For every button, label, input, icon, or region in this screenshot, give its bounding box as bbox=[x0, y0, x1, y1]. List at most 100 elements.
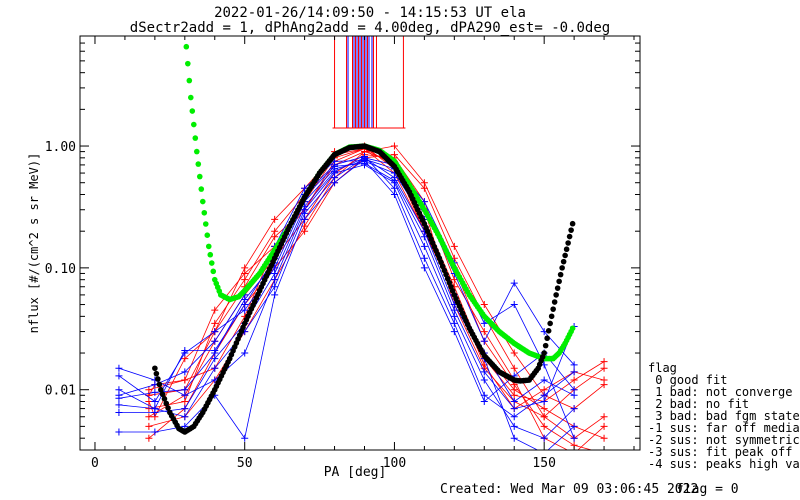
fit-dot bbox=[158, 386, 164, 393]
fit-dot bbox=[205, 243, 212, 250]
x-axis-label: PA [deg] bbox=[324, 465, 387, 480]
data-point bbox=[145, 422, 153, 430]
series-blue-8 bbox=[115, 161, 578, 442]
data-point bbox=[600, 413, 608, 421]
data-point bbox=[390, 177, 398, 185]
x-tick-label: 0 bbox=[91, 456, 99, 471]
data-point bbox=[151, 409, 159, 417]
data-point bbox=[570, 386, 578, 394]
data-point bbox=[600, 434, 608, 442]
data-point bbox=[115, 364, 123, 372]
y-tick-label: 0.01 bbox=[45, 384, 76, 399]
series-line bbox=[118, 162, 575, 410]
fit-dot bbox=[159, 391, 166, 398]
fit-dot bbox=[553, 292, 559, 298]
data-point bbox=[420, 242, 428, 250]
fit-dot bbox=[569, 325, 576, 332]
fit-dot bbox=[551, 299, 558, 305]
data-point bbox=[600, 364, 608, 372]
data-point bbox=[510, 279, 518, 287]
flag-legend-item: -1 sus: far off median bbox=[648, 421, 800, 435]
data-point bbox=[450, 306, 458, 314]
flag-legend-item: 1 bad: not converge bbox=[648, 385, 793, 399]
fit-dot bbox=[199, 198, 206, 205]
fit-dot bbox=[559, 265, 565, 271]
data-point bbox=[450, 312, 458, 320]
x-tick-label: 50 bbox=[237, 456, 253, 471]
fit-dot bbox=[554, 285, 561, 291]
data-point bbox=[480, 301, 488, 309]
fit-dot bbox=[163, 400, 170, 407]
series-line bbox=[118, 164, 575, 439]
data-point bbox=[570, 361, 578, 369]
data-point bbox=[510, 391, 518, 399]
fit-dot bbox=[190, 121, 197, 128]
y-tick-label: 1.00 bbox=[45, 140, 76, 155]
data-point bbox=[181, 346, 189, 354]
fit-dot bbox=[192, 135, 199, 141]
data-point bbox=[510, 349, 518, 357]
data-point bbox=[420, 233, 428, 241]
fit-dot bbox=[568, 227, 574, 233]
data-point bbox=[603, 449, 605, 450]
data-point bbox=[211, 328, 219, 336]
data-point bbox=[331, 162, 339, 170]
series-line bbox=[148, 154, 605, 439]
data-point bbox=[241, 434, 249, 442]
data-point bbox=[181, 386, 189, 394]
data-point bbox=[480, 319, 488, 327]
data-point bbox=[420, 179, 428, 187]
data-point bbox=[540, 413, 548, 421]
fit-dot bbox=[560, 258, 567, 265]
fit-dot bbox=[188, 94, 194, 101]
fit-dot bbox=[186, 77, 193, 84]
data-point bbox=[570, 434, 578, 442]
series-line bbox=[148, 154, 605, 450]
fit-dot bbox=[542, 342, 549, 349]
data-point bbox=[480, 376, 488, 384]
data-point bbox=[510, 434, 518, 442]
fit-dot bbox=[562, 252, 568, 259]
fit-dot bbox=[541, 350, 547, 356]
data-point bbox=[151, 428, 159, 436]
data-point bbox=[271, 283, 279, 291]
data-point bbox=[480, 328, 488, 336]
data-point bbox=[331, 179, 339, 187]
data-point bbox=[211, 337, 219, 345]
data-point bbox=[151, 398, 159, 406]
data-point bbox=[480, 368, 488, 376]
data-point bbox=[145, 398, 153, 406]
data-point bbox=[181, 398, 189, 406]
fit-dot bbox=[189, 108, 196, 114]
data-point bbox=[115, 401, 123, 409]
data-point bbox=[510, 364, 518, 372]
fit-dot bbox=[569, 220, 576, 227]
fit-dot bbox=[547, 320, 553, 327]
flag-legend-item: -2 sus: not symmetric bbox=[648, 433, 800, 447]
data-point bbox=[211, 364, 219, 372]
data-point bbox=[420, 264, 428, 272]
data-point bbox=[145, 434, 153, 442]
flag-legend-title: flag bbox=[648, 361, 677, 375]
fit-curve-black bbox=[152, 143, 576, 435]
fit-dot bbox=[152, 365, 158, 372]
fit-dot bbox=[210, 268, 217, 275]
data-point bbox=[151, 388, 159, 396]
data-point bbox=[450, 328, 458, 336]
data-point bbox=[301, 215, 309, 223]
series-line bbox=[118, 160, 575, 403]
fit-dot bbox=[183, 43, 190, 50]
data-point bbox=[540, 405, 548, 413]
plot-frame bbox=[79, 35, 641, 451]
data-point bbox=[390, 191, 398, 199]
fit-dot bbox=[161, 396, 168, 402]
series-red-2 bbox=[145, 151, 608, 450]
flag-legend-item: 2 bad: no fit bbox=[648, 397, 749, 411]
data-point bbox=[115, 409, 123, 417]
data-point bbox=[181, 376, 189, 384]
data-point bbox=[271, 269, 279, 277]
fit-dot bbox=[193, 148, 200, 155]
data-point bbox=[510, 301, 518, 309]
flag-legend-item: 3 bad: bad fgm state bbox=[648, 409, 800, 423]
